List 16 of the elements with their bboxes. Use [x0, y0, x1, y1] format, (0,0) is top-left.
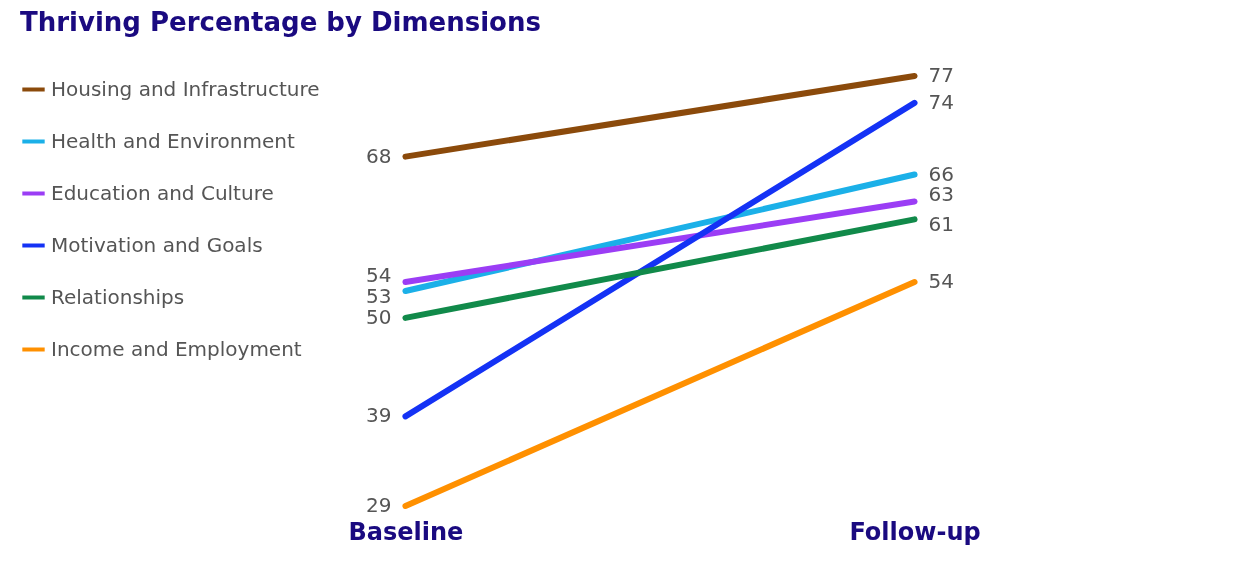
data-label: 54 [928, 269, 954, 294]
data-label: 29 [366, 493, 392, 517]
data-label: 68 [366, 143, 392, 168]
legend-label: Education and Culture [51, 180, 274, 205]
data-label: 77 [928, 63, 954, 87]
x-tick-label: Follow-up [849, 517, 981, 546]
data-label: 74 [928, 89, 954, 114]
legend-label: Health and Environment [51, 128, 295, 153]
data-label: 39 [366, 403, 392, 428]
legend-label: Income and Employment [51, 336, 302, 361]
chart-title: Thriving Percentage by Dimensions [20, 7, 541, 37]
legend-label: Relationships [51, 284, 185, 309]
x-tick-label: Baseline [348, 517, 464, 546]
data-label: 61 [928, 212, 954, 237]
legend-label: Motivation and Goals [51, 232, 263, 257]
legend-label: Housing and Infrastructure [51, 76, 320, 101]
